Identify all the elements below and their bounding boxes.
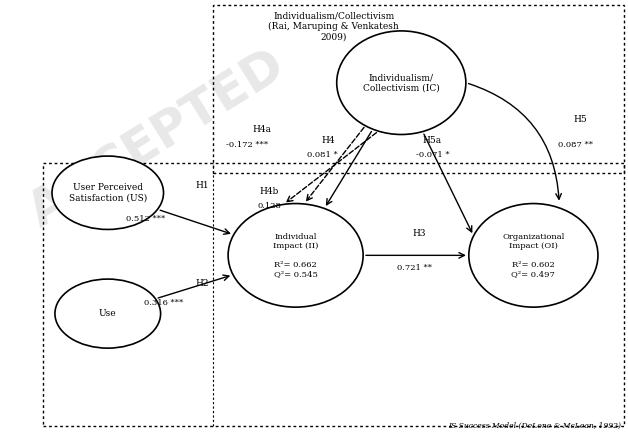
Text: H5a: H5a — [423, 136, 442, 145]
Ellipse shape — [55, 279, 161, 348]
Text: H1: H1 — [196, 181, 210, 191]
Text: 0.081 *: 0.081 * — [306, 151, 337, 159]
Ellipse shape — [52, 156, 163, 229]
Text: H3: H3 — [412, 229, 426, 238]
Text: Organizational
Impact (OI)

R²= 0.602
Q²= 0.497: Organizational Impact (OI) R²= 0.602 Q²=… — [502, 233, 565, 278]
Text: H5: H5 — [573, 115, 587, 123]
Text: 0.512 ***: 0.512 *** — [126, 215, 166, 223]
Text: -0.071 *: -0.071 * — [416, 151, 449, 159]
Text: 0.721 **: 0.721 ** — [397, 265, 431, 272]
Text: Use: Use — [99, 309, 117, 318]
Text: H2: H2 — [196, 278, 209, 288]
Text: Individualism/Collectivism
(Rai, Maruping & Venkatesh
2009): Individualism/Collectivism (Rai, Marupin… — [268, 12, 399, 42]
Ellipse shape — [228, 204, 363, 307]
Text: H4b: H4b — [259, 187, 279, 196]
Text: -0.172 ***: -0.172 *** — [226, 142, 268, 149]
Text: IS Success Model (DeLone & McLean, 1992): IS Success Model (DeLone & McLean, 1992) — [448, 422, 622, 430]
Text: Individual
Impact (II)

R²= 0.662
Q²= 0.545: Individual Impact (II) R²= 0.662 Q²= 0.5… — [273, 233, 318, 278]
Text: 0.087 **: 0.087 ** — [558, 142, 593, 149]
Text: H4a: H4a — [252, 125, 272, 134]
Text: ACCEPTED: ACCEPTED — [21, 41, 295, 237]
Text: H4: H4 — [321, 136, 335, 145]
Text: Individualism/
Collectivism (IC): Individualism/ Collectivism (IC) — [363, 73, 440, 92]
Text: User Perceived
Satisfaction (US): User Perceived Satisfaction (US) — [68, 183, 147, 203]
Ellipse shape — [469, 204, 598, 307]
Ellipse shape — [337, 31, 466, 135]
Text: 0.316 ***: 0.316 *** — [144, 299, 183, 307]
Text: 0.128: 0.128 — [257, 202, 281, 210]
